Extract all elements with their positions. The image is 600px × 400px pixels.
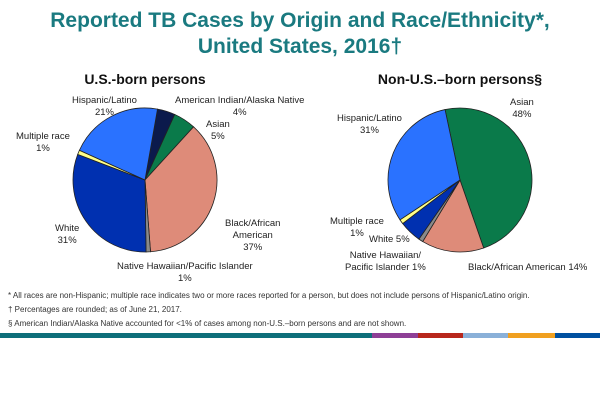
footnote-3: § American Indian/Alaska Native accounte… <box>8 319 407 328</box>
label-aian-left: American Indian/Alaska Native 4% <box>175 95 305 118</box>
pie-slice-hispanic-latino <box>387 109 461 221</box>
pie-slice-hispanic-latino <box>78 107 158 181</box>
slide-title: Reported TB Cases by Origin and Race/Eth… <box>0 8 600 60</box>
bottom-bar-blue <box>555 333 600 338</box>
pie-slice-black-african-american <box>422 179 485 253</box>
title-line-2: United States, 2016† <box>197 35 403 58</box>
label-multiple-left: Multiple race 1% <box>16 131 70 154</box>
footnote-2: † Percentages are rounded; as of June 21… <box>8 305 182 314</box>
bottom-bar-purple <box>372 333 418 338</box>
pie-slice-asian <box>444 107 533 249</box>
label-hispanic-left: Hispanic/Latino 21% <box>72 95 137 118</box>
label-nhpi-right: Native Hawaiian/Pacific Islander 1% <box>345 250 426 273</box>
right-chart-title: Non-U.S.–born persons§ <box>377 71 543 87</box>
label-black-left: Black/African American 37% <box>225 218 281 253</box>
bottom-bar-teal <box>0 333 372 338</box>
label-nhpi-left: Native Hawaiian/Pacific Islander 1% <box>117 261 253 284</box>
label-white-right: White 5% <box>369 234 410 245</box>
bottom-bar-orange <box>508 333 555 338</box>
label-asian-left: Asian 5% <box>206 119 230 142</box>
footnote-1: * All races are non-Hispanic; multiple r… <box>8 291 530 300</box>
label-hispanic-right: Hispanic/Latino 31% <box>337 113 402 136</box>
pie-slice-black-african-american <box>144 126 218 253</box>
title-line-1: Reported TB Cases by Origin and Race/Eth… <box>50 9 550 32</box>
label-black-right: Black/African American 14% <box>468 262 588 273</box>
pie-slice-white <box>72 153 147 253</box>
left-chart-title: U.S.-born persons <box>84 71 206 87</box>
label-multiple-right: Multiple race 1% <box>330 216 384 239</box>
bottom-bar-red <box>418 333 463 338</box>
label-asian-right: Asian 48% <box>510 97 534 120</box>
label-white-left: White 31% <box>55 223 80 246</box>
bottom-bar-lightblue <box>463 333 508 338</box>
